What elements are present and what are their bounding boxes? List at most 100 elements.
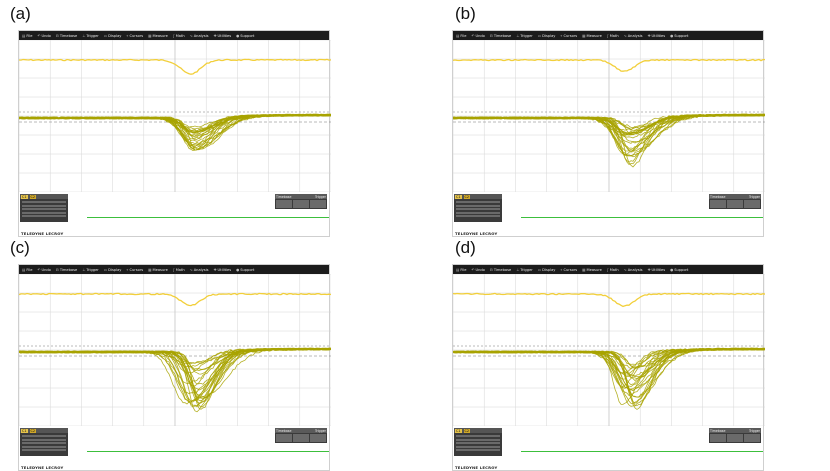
menu-timebase[interactable]: ⊟ Timebase <box>56 268 77 272</box>
menu-trigger[interactable]: ⊥ Trigger <box>516 34 533 38</box>
menu-undo[interactable]: ↶ Undo <box>471 34 484 38</box>
menu-label: Measure <box>586 267 602 272</box>
menu-analysis[interactable]: ∿ Analysis <box>190 34 209 38</box>
trigger-label: Trigger <box>315 428 326 433</box>
timebase-icon: ⊟ <box>55 267 59 272</box>
menu-cursors[interactable]: ⌖ Cursors <box>560 34 577 38</box>
menu-cursors[interactable]: ⌖ Cursors <box>560 268 577 272</box>
menu-utilities[interactable]: ✚ Utilities <box>214 34 232 38</box>
menu-file[interactable]: ▤ File <box>456 34 466 38</box>
channel-2-tag[interactable]: C2 <box>463 428 471 433</box>
menu-label: File <box>26 33 33 38</box>
channel-descriptor[interactable]: C1 C2 <box>20 194 68 222</box>
timebase-label: Timebase <box>276 428 292 433</box>
scope-infobar: C1 C2 Timebase Trigger <box>453 192 763 228</box>
channel-header: C1 C2 <box>20 428 68 433</box>
waveform-grid[interactable] <box>19 274 331 426</box>
menu-math[interactable]: ∫ Math <box>607 34 619 38</box>
menu-cursors[interactable]: ⌖ Cursors <box>126 268 143 272</box>
channel-1-tag[interactable]: C1 <box>21 194 28 199</box>
menu-undo[interactable]: ↶ Undo <box>471 268 484 272</box>
menu-file[interactable]: ▤ File <box>22 34 32 38</box>
menu-analysis[interactable]: ∿ Analysis <box>190 268 209 272</box>
menu-math[interactable]: ∫ Math <box>607 268 619 272</box>
timebase-trigger-box[interactable]: Timebase Trigger <box>275 194 327 209</box>
menu-label: Display <box>542 33 556 38</box>
menu-label: Timebase <box>493 267 512 272</box>
menu-timebase[interactable]: ⊟ Timebase <box>490 34 511 38</box>
scope-infobar: C1 C2 Timebase Trigger <box>19 192 329 228</box>
menu-label: Trigger <box>86 267 99 272</box>
channel-2-tag[interactable]: C2 <box>29 428 37 433</box>
channel-1-tag[interactable]: C1 <box>455 194 462 199</box>
channel-descriptor[interactable]: C1 C2 <box>454 194 502 222</box>
utilities-icon: ✚ <box>213 267 217 272</box>
menu-support[interactable]: ● Support <box>236 268 254 272</box>
waveform-canvas <box>19 40 331 192</box>
menu-label: Analysis <box>193 33 209 38</box>
menu-utilities[interactable]: ✚ Utilities <box>648 268 666 272</box>
menu-measure[interactable]: ▦ Measure <box>582 268 602 272</box>
channel-values <box>456 201 500 219</box>
menu-measure[interactable]: ▦ Measure <box>582 34 602 38</box>
scope-screen-d: ▤ File ↶ Undo ⊟ Timebase ⊥ Trigger ▭ Display ⌖ Curs… <box>452 264 765 471</box>
overlaid-traces <box>453 347 765 410</box>
menu-math[interactable]: ∫ Math <box>173 34 185 38</box>
channel-descriptor[interactable]: C1 C2 <box>20 428 68 456</box>
menu-math[interactable]: ∫ Math <box>173 268 185 272</box>
menu-trigger[interactable]: ⊥ Trigger <box>82 268 99 272</box>
menu-display[interactable]: ▭ Display <box>104 34 122 38</box>
menu-display[interactable]: ▭ Display <box>104 268 122 272</box>
menu-file[interactable]: ▤ File <box>22 268 32 272</box>
menu-support[interactable]: ● Support <box>670 34 688 38</box>
scope-menubar: ▤ File ↶ Undo ⊟ Timebase ⊥ Trigger ▭ Display ⌖ Curs… <box>453 265 763 274</box>
menu-cursors[interactable]: ⌖ Cursors <box>126 34 143 38</box>
timebase-trigger-box[interactable]: Timebase Trigger <box>275 428 327 443</box>
channel-1-tag[interactable]: C1 <box>21 428 28 433</box>
menu-support[interactable]: ● Support <box>670 268 688 272</box>
scope-menubar: ▤ File ↶ Undo ⊟ Timebase ⊥ Trigger ▭ Display ⌖ Curs… <box>19 31 329 40</box>
menu-utilities[interactable]: ✚ Utilities <box>214 268 232 272</box>
menu-undo[interactable]: ↶ Undo <box>37 34 50 38</box>
menu-display[interactable]: ▭ Display <box>538 34 556 38</box>
menu-analysis[interactable]: ∿ Analysis <box>624 34 643 38</box>
timebase-trigger-box[interactable]: Timebase Trigger <box>709 194 761 209</box>
panel-label-c: (c) <box>10 238 30 257</box>
timebase-trigger-box[interactable]: Timebase Trigger <box>709 428 761 443</box>
menu-analysis[interactable]: ∿ Analysis <box>624 268 643 272</box>
scope-screen-a: ▤ File ↶ Undo ⊟ Timebase ⊥ Trigger ▭ Display ⌖ Curs… <box>18 30 331 237</box>
cursors-icon: ⌖ <box>126 267 129 272</box>
file-icon: ▤ <box>456 33 460 38</box>
menu-utilities[interactable]: ✚ Utilities <box>648 34 666 38</box>
menu-trigger[interactable]: ⊥ Trigger <box>516 268 533 272</box>
menu-trigger[interactable]: ⊥ Trigger <box>82 34 99 38</box>
menu-measure[interactable]: ▦ Measure <box>148 268 168 272</box>
menu-label: Utilities <box>651 267 666 272</box>
menu-display[interactable]: ▭ Display <box>538 268 556 272</box>
menu-file[interactable]: ▤ File <box>456 268 466 272</box>
menu-label: Support <box>240 33 255 38</box>
measure-icon: ▦ <box>582 267 586 272</box>
timebase-values <box>709 433 761 443</box>
status-line <box>521 451 763 452</box>
overlaid-traces <box>19 347 331 413</box>
channel-2-tag[interactable]: C2 <box>463 194 471 199</box>
trigger-icon: ⊥ <box>516 267 520 272</box>
status-line <box>521 217 763 218</box>
channel-2-tag[interactable]: C2 <box>29 194 37 199</box>
menu-support[interactable]: ● Support <box>236 34 254 38</box>
waveform-grid[interactable] <box>453 40 765 192</box>
menu-measure[interactable]: ▦ Measure <box>148 34 168 38</box>
waveform-grid[interactable] <box>453 274 765 426</box>
channel-values <box>22 435 66 453</box>
reference-trace <box>19 58 331 75</box>
menu-timebase[interactable]: ⊟ Timebase <box>56 34 77 38</box>
menu-undo[interactable]: ↶ Undo <box>37 268 50 272</box>
waveform-grid[interactable] <box>19 40 331 192</box>
channel-1-tag[interactable]: C1 <box>455 428 462 433</box>
menu-timebase[interactable]: ⊟ Timebase <box>490 268 511 272</box>
waveform-canvas <box>19 274 331 426</box>
channel-descriptor[interactable]: C1 C2 <box>454 428 502 456</box>
status-line <box>87 217 329 218</box>
math-icon: ∫ <box>172 33 175 38</box>
